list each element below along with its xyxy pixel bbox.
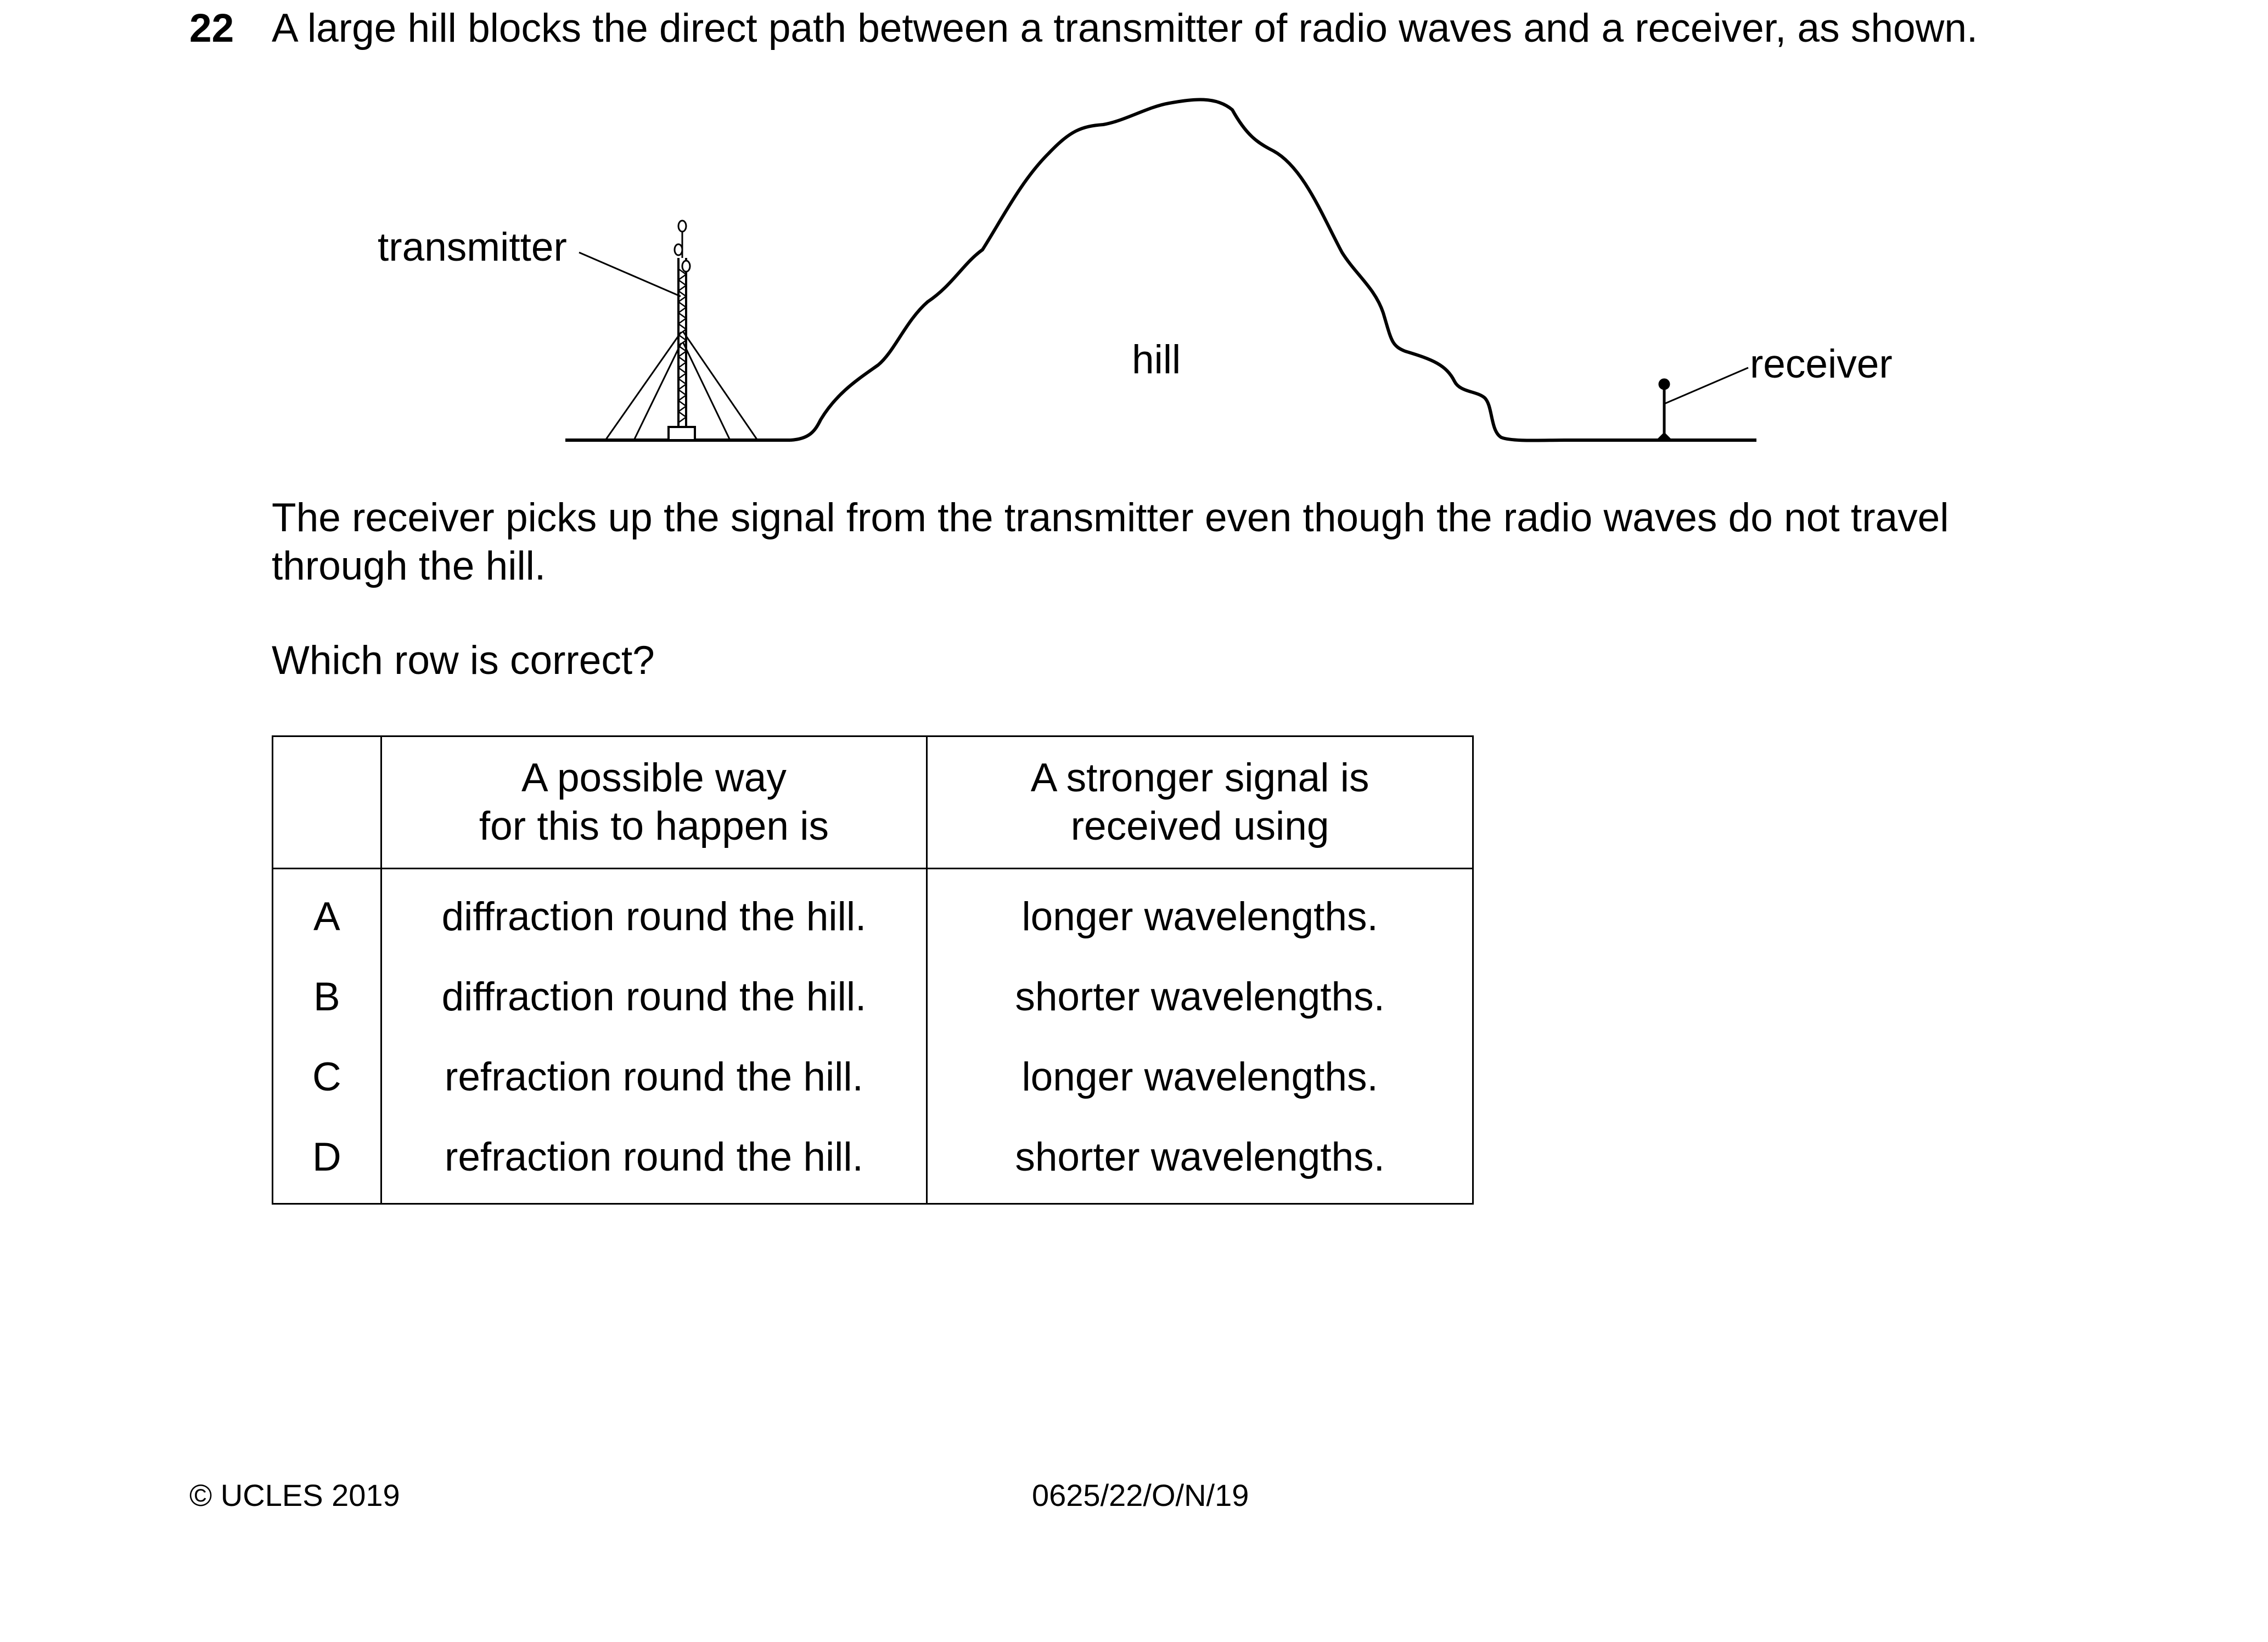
header-way-line-1: A possible way [521,756,787,800]
answer-table: A possible way for this to happen is A s… [272,735,1474,1205]
table-row: C refraction round the hill. longer wave… [272,1037,1474,1117]
body-paragraph-1: The receiver picks up the signal from th… [272,496,1949,588]
table-header-row: A possible way for this to happen is A s… [272,735,1474,869]
row-letter: D [272,1117,382,1205]
row-way: refraction round the hill. [380,1117,928,1205]
receiver-label: receiver [1750,342,1893,386]
row-way: diffraction round the hill. [380,957,928,1037]
table-row: D refraction round the hill. shorter wav… [272,1117,1474,1205]
transmitter-leader-line [579,251,681,297]
row-signal: longer wavelengths. [926,868,1474,957]
header-signal-line-2: received using [1070,804,1329,848]
header-blank [272,735,382,869]
receiver-leader-line [1665,367,1749,404]
transmitter-tower [604,220,759,441]
table-row: B diffraction round the hill. shorter wa… [272,957,1474,1037]
header-possible-way: A possible way for this to happen is [380,735,928,869]
question-number: 22 [189,6,234,50]
row-letter: A [272,868,382,957]
body-paragraph-2: Which row is correct? [272,638,655,683]
row-letter: C [272,1037,382,1117]
footer-paper-code: 0625/22/O/N/19 [1032,1478,1249,1512]
row-signal: longer wavelengths. [926,1037,1474,1117]
row-way: refraction round the hill. [380,1037,928,1117]
row-way: diffraction round the hill. [380,868,928,957]
hill-outline [790,98,1756,442]
row-signal: shorter wavelengths. [926,1117,1474,1205]
table-row: A diffraction round the hill. longer wav… [272,868,1474,957]
receiver-antenna [1655,378,1673,441]
header-signal-line-1: A stronger signal is [1030,756,1369,800]
row-letter: B [272,957,382,1037]
transmitter-label: transmitter [378,225,567,269]
header-way-line-2: for this to happen is [479,804,829,848]
footer-copyright: © UCLES 2019 [189,1478,400,1512]
hill-label: hill [1132,338,1181,382]
question-stem: A large hill blocks the direct path betw… [272,6,1978,50]
hill-diagram: transmitter hill receiver [378,98,1893,442]
row-signal: shorter wavelengths. [926,957,1474,1037]
header-stronger-signal: A stronger signal is received using [926,735,1474,869]
